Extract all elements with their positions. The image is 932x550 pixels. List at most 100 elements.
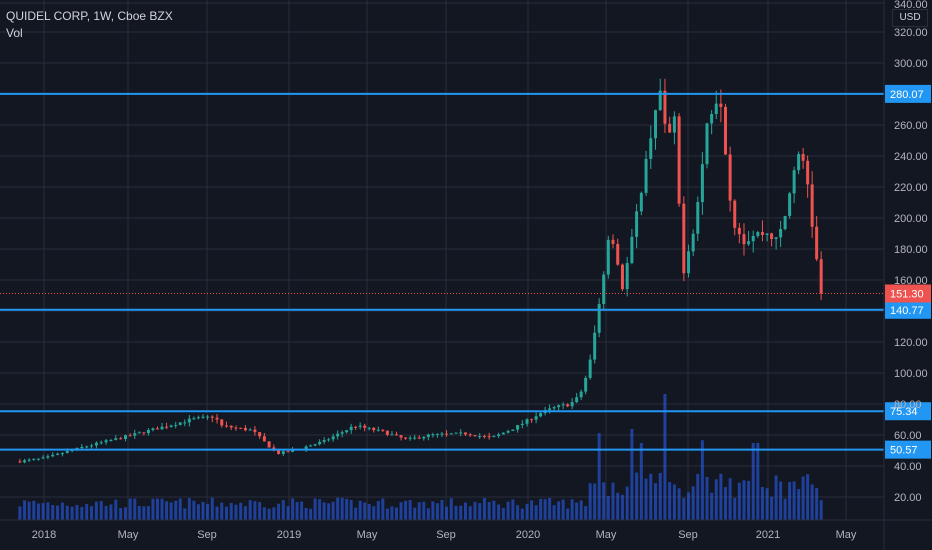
level-label-bg[interactable] [885,300,931,319]
candle-body [394,434,398,436]
volume-label[interactable]: Vol [6,26,23,40]
volume-bar [304,507,308,520]
candle-body [810,184,814,227]
currency-badge[interactable]: USD [892,9,928,27]
volume-bar [151,498,155,520]
candle-body [760,232,764,235]
volume-bar [243,506,247,520]
candle-body [165,426,169,428]
candle-body [723,106,727,155]
candle-body [575,397,579,403]
candle-body [381,429,385,431]
candle-body [309,445,313,447]
time-tick-label: 2020 [516,529,540,541]
volume-bar [322,502,326,520]
volume-bar [487,502,491,520]
candle-body [473,435,477,437]
volume-bar [234,504,238,520]
price-tick-label: 260.00 [894,120,928,132]
volume-bar [331,501,335,520]
candle-body [435,433,439,435]
price-tick-label: 220.00 [894,182,928,194]
volume-bar [714,479,718,520]
level-label-bg[interactable] [885,84,931,103]
volume-bar [80,506,84,520]
symbol-title[interactable]: QUIDEL CORP, 1W, Cboe BZX [6,9,173,23]
last-price-label-bg[interactable] [885,284,931,303]
candle-body [449,433,453,435]
level-label[interactable]: 280.07 [890,89,924,101]
volume-bar [272,507,276,520]
candle-body [687,251,691,274]
candle-body [520,423,524,426]
volume-bar [313,498,317,520]
volume-bar [399,502,403,520]
time-tick-label: May [836,529,857,541]
candle-body [677,116,681,204]
candle-body [625,263,629,290]
candle-body [224,425,228,427]
candle-body [548,408,552,410]
time-tick-label: Sep [678,529,698,541]
candle-body [178,422,182,425]
time-tick-label: Sep [436,529,456,541]
candle-body [606,239,610,275]
volume-bar [215,506,219,520]
volume-bar [46,502,50,520]
volume-bar [653,483,657,520]
volume-bar [94,501,98,520]
volume-bar [548,497,552,520]
volume-bars [18,394,823,520]
volume-bar [635,472,639,520]
candle-body [65,451,69,454]
level-label-bg[interactable] [885,440,931,459]
price-axis[interactable]: 20.00 40.00 60.00 80.00 100.00 120.00 160.00 18… [883,0,928,550]
level-label[interactable]: 75.34 [890,406,918,418]
volume-bar [187,498,191,520]
candle-body [281,451,285,454]
candle-body [788,193,792,216]
volume-bar [286,506,290,520]
candle-body [32,458,36,460]
candle-body [258,432,262,437]
volume-bar [201,501,205,520]
price-tick-label: 160.00 [894,275,928,287]
last-price-label[interactable]: 151.30 [890,288,924,300]
volume-bar [575,502,579,520]
level-label-bg[interactable] [885,402,931,421]
horizontal-levels[interactable]: 280.07 140.77 75.34 50.57 151.30 [0,84,931,459]
candle-body [206,416,210,418]
volume-bar [682,498,686,520]
candle-body [210,416,214,418]
candle-body [463,432,467,435]
time-axis[interactable]: 2018 May Sep 2019 May Sep 2020 May Sep 2021 May [0,519,932,541]
chart-legend: QUIDEL CORP, 1W, Cboe BZX Vol [6,8,173,42]
level-label[interactable]: 50.57 [890,445,918,457]
volume-bar [463,502,467,520]
candle-body [253,429,257,433]
candle-body [196,417,200,419]
volume-bar [75,504,79,520]
price-tick-label: 320.00 [894,27,928,39]
volume-bar [552,505,556,520]
volume-bar [733,497,737,520]
volume-bar [358,500,362,520]
volume-bar [155,498,159,520]
price-tick-label: 340.00 [894,0,928,11]
price-tick-label: 100.00 [894,368,928,380]
volume-bar [174,500,178,520]
volume-bar [810,484,814,520]
volume-bar [620,494,624,520]
volume-bar [123,507,127,520]
volume-bar [70,506,74,520]
volume-bar [482,497,486,520]
candle-body [597,303,601,333]
volume-bar [133,498,137,520]
candle-body [530,419,534,421]
volume-bar [561,499,565,520]
candle-body [128,435,132,437]
volume-bar [345,498,349,520]
level-label[interactable]: 140.77 [890,305,924,317]
candle-body [331,436,335,440]
